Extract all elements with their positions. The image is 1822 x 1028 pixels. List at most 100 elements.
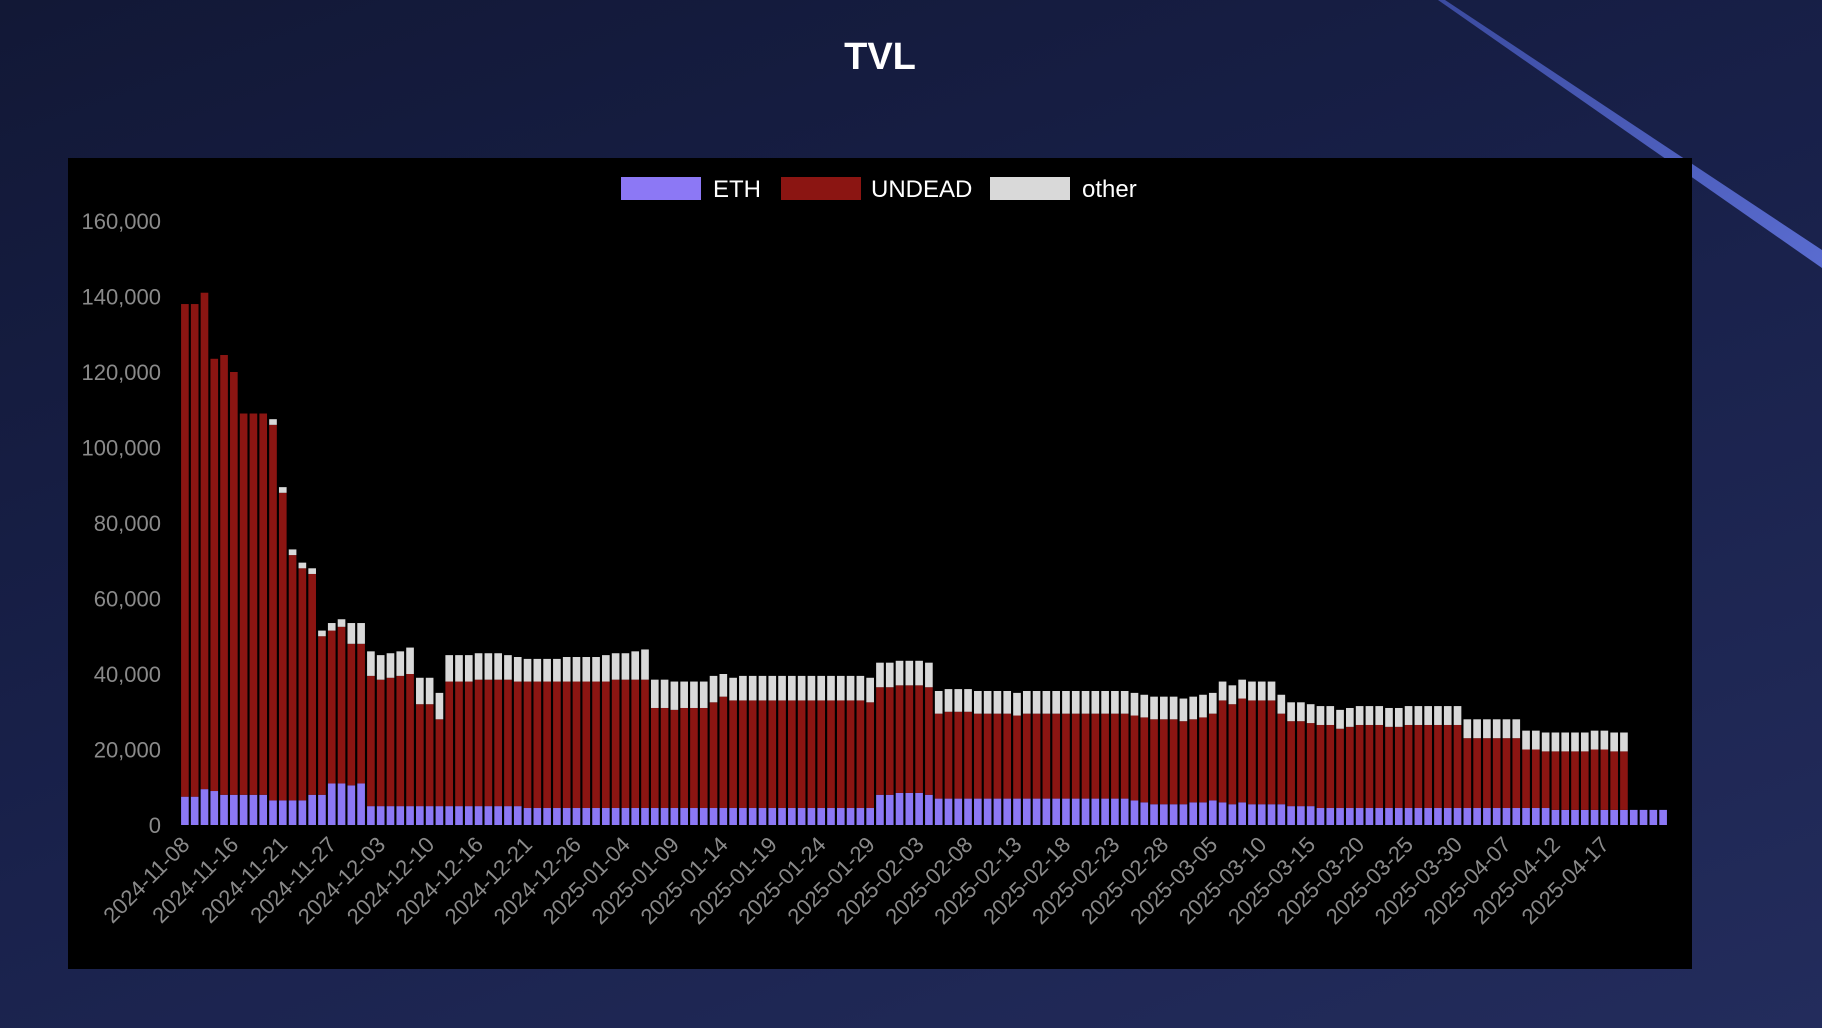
bar-other — [1306, 704, 1315, 724]
bar-undead — [435, 719, 444, 807]
bar-undead — [259, 413, 268, 795]
bar-other — [719, 674, 728, 697]
bar-undead — [1120, 713, 1129, 799]
bar-eth — [1130, 800, 1139, 825]
bar-eth — [1042, 798, 1051, 825]
bar-undead — [513, 681, 522, 807]
bar-other — [1130, 692, 1139, 716]
bar-eth — [1375, 808, 1384, 825]
bar-eth — [729, 808, 737, 825]
bar-eth — [768, 808, 777, 825]
bar-undead — [1052, 713, 1060, 799]
bar-undead — [592, 681, 600, 809]
bar-eth — [1081, 798, 1090, 825]
bar-eth — [1316, 808, 1325, 825]
bar-eth — [641, 808, 649, 825]
bar-other — [1169, 696, 1178, 720]
bar-other — [1512, 719, 1521, 739]
bar-eth — [523, 808, 532, 825]
bar-eth — [788, 808, 796, 825]
bar-other — [1042, 690, 1051, 714]
bar-other — [1336, 709, 1344, 729]
bar-eth — [1179, 804, 1188, 825]
bar-eth — [190, 796, 199, 825]
bar-other — [944, 689, 953, 712]
bar-eth — [974, 798, 982, 825]
bar-other — [1160, 696, 1168, 720]
bar-eth — [308, 794, 316, 825]
bar-eth — [846, 808, 855, 825]
bar-eth — [954, 798, 963, 825]
bar-undead — [337, 626, 346, 784]
bar-eth — [1610, 809, 1618, 825]
bar-eth — [621, 808, 630, 825]
bar-eth — [357, 783, 365, 825]
bar-undead — [1003, 713, 1012, 799]
bar-other — [866, 677, 874, 703]
bar-undead — [1336, 728, 1344, 809]
bar-undead — [611, 679, 620, 809]
bar-other — [337, 619, 346, 627]
bar-eth — [1120, 798, 1129, 825]
bar-other — [1541, 732, 1550, 752]
bar-undead — [367, 675, 375, 807]
bar-eth — [1443, 808, 1452, 825]
bar-eth — [758, 808, 767, 825]
bar-undead — [200, 292, 209, 790]
bar-other — [1404, 706, 1413, 725]
bar-eth — [876, 794, 884, 825]
bar-eth — [347, 785, 356, 825]
bar-eth — [1238, 802, 1246, 825]
bar-eth — [1228, 804, 1237, 825]
bar-other — [455, 655, 463, 682]
bar-other — [327, 623, 336, 631]
bar-eth — [1101, 798, 1109, 825]
bar-undead — [1453, 724, 1462, 809]
bar-eth — [1649, 809, 1658, 825]
bar-other — [1600, 730, 1609, 750]
bar-other — [1150, 696, 1158, 720]
bar-undead — [1267, 700, 1276, 805]
bar-undead — [1101, 713, 1109, 799]
bar-eth — [259, 794, 268, 825]
bar-undead — [729, 700, 737, 809]
bar-other — [817, 675, 826, 701]
bar-eth — [1032, 798, 1041, 825]
bar-undead — [1042, 713, 1051, 799]
legend: ETH UNDEAD other — [621, 176, 1137, 203]
bar-undead — [543, 681, 551, 809]
bar-other — [367, 651, 375, 676]
bar-eth — [1306, 806, 1315, 826]
bar-undead — [876, 687, 884, 795]
bar-other — [416, 677, 424, 705]
bar-other — [1081, 690, 1090, 714]
bar-eth — [386, 806, 395, 826]
bar-eth — [435, 806, 444, 826]
y-axis: 0 20,000 40,000 60,000 80,000 100,000 120,000 1… — [81, 209, 161, 838]
bar-undead — [1169, 719, 1178, 805]
bar-other — [533, 658, 542, 682]
bar-eth — [1091, 798, 1100, 825]
bar-undead — [1600, 749, 1609, 810]
bar-undead — [1590, 749, 1599, 810]
bar-undead — [602, 681, 610, 809]
bar-other — [376, 655, 385, 680]
bar-eth — [944, 798, 953, 825]
bar-eth — [288, 800, 297, 825]
bar-eth — [1052, 798, 1060, 825]
bar-undead — [1483, 738, 1491, 809]
bar-other — [1091, 690, 1100, 714]
bar-eth — [1022, 798, 1031, 825]
bar-other — [1551, 732, 1560, 752]
bar-eth — [513, 806, 522, 826]
bar-other — [768, 675, 777, 701]
chart-panel: ETH UNDEAD other 0 20,000 40,000 60,000 80,000… — [68, 158, 1692, 969]
bar-undead — [445, 681, 454, 807]
bar-eth — [376, 806, 385, 826]
bar-undead — [327, 630, 336, 784]
bar-other — [1062, 690, 1070, 714]
bar-eth — [1346, 808, 1354, 825]
bar-eth — [1257, 804, 1266, 825]
tvl-stacked-bar-chart: ETH UNDEAD other 0 20,000 40,000 60,000 80,000… — [81, 176, 1667, 929]
bar-other — [788, 675, 796, 701]
